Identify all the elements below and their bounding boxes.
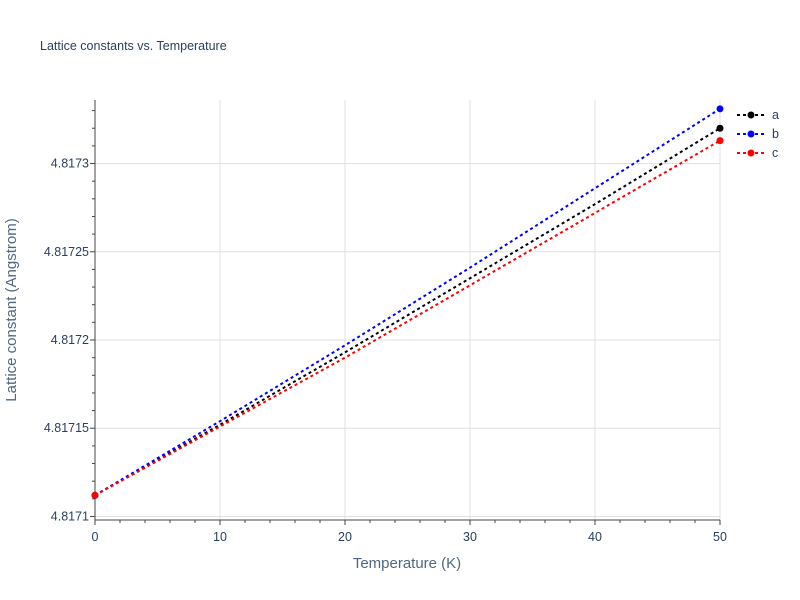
series-line-b: [94, 107, 721, 497]
series-line-a: [94, 127, 721, 497]
x-tick-label: 0: [92, 530, 99, 544]
y-tick-label: 4.8173: [51, 157, 89, 171]
x-tick-label: 20: [338, 530, 352, 544]
legend-label-c: c: [772, 146, 778, 160]
y-tick-label: 4.81725: [44, 245, 89, 259]
legend-marker-b: [747, 130, 755, 138]
series-layer: [91, 105, 724, 499]
legend-label-b: b: [772, 127, 779, 141]
legend-label-a: a: [772, 108, 779, 122]
legend-item-a[interactable]: a: [737, 108, 779, 122]
legend-marker-c: [747, 149, 755, 157]
y-axis-title: Lattice constant (Angstrom): [3, 218, 20, 401]
grid-layer: [95, 100, 721, 520]
x-tick-label: 30: [463, 530, 477, 544]
series-line-c: [94, 139, 721, 497]
y-tick-label: 4.8171: [51, 509, 89, 523]
series-point-b: [716, 105, 724, 113]
legend[interactable]: abc: [737, 108, 779, 160]
y-tick-label: 4.8172: [51, 333, 89, 347]
series-point-c: [91, 491, 99, 499]
x-axis-title: Temperature (K): [353, 555, 461, 572]
series-point-c: [716, 137, 724, 145]
series-point-a: [716, 124, 724, 132]
x-tick-label: 50: [713, 530, 727, 544]
axis-layer: 0 10 20 30 40 50 4.8171 4.81715 4.8172 4.81725 4.8…: [44, 100, 727, 544]
legend-item-c[interactable]: c: [737, 146, 778, 160]
legend-marker-a: [747, 111, 755, 119]
x-tick-label: 10: [213, 530, 227, 544]
x-tick-label: 40: [588, 530, 602, 544]
y-tick-label: 4.81715: [44, 421, 89, 435]
chart-title: Lattice constants vs. Temperature: [40, 39, 227, 53]
legend-item-b[interactable]: b: [737, 127, 779, 141]
